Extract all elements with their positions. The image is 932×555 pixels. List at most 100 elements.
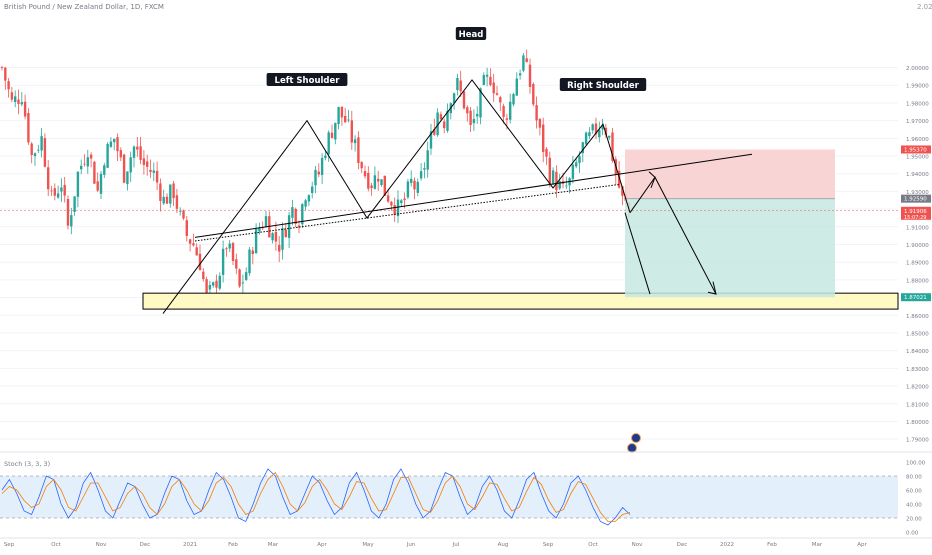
y-tick-label: 1.89000 — [906, 261, 929, 267]
candle-body — [139, 146, 142, 160]
x-tick-label: Dec — [140, 542, 151, 548]
projection-drop — [624, 212, 651, 295]
candle-body — [340, 106, 344, 118]
price-tag-label: 1.95370 — [904, 147, 927, 153]
candle-body — [7, 81, 10, 90]
candle-body — [324, 155, 327, 159]
candle-body — [594, 123, 598, 134]
pattern-drawings — [162, 79, 753, 314]
candle-body — [466, 107, 469, 114]
price-tag — [901, 194, 931, 203]
y-tick-label: 1.81000 — [906, 402, 929, 408]
symbol-title: British Pound / New Zealand Dollar, 1D, … — [4, 3, 164, 11]
candle-body — [63, 184, 66, 196]
price-tag-label: 1.91906 — [904, 209, 927, 215]
candle-body — [551, 170, 555, 184]
candle-body — [251, 250, 254, 255]
candles — [0, 49, 631, 300]
candle-body — [238, 269, 241, 287]
y-tick-label: 1.96000 — [906, 137, 929, 143]
candle-body — [162, 196, 165, 204]
price-tag — [901, 293, 931, 302]
candle-body — [142, 158, 146, 165]
candle-body — [416, 181, 419, 193]
candle-body — [423, 168, 426, 170]
y-tick-label: 1.95000 — [906, 155, 929, 161]
y-tick-label: 1.79000 — [906, 438, 929, 444]
candle-body — [179, 210, 182, 212]
stoch-tick-label: 0.00 — [906, 531, 919, 537]
x-tick-label: Sep — [543, 542, 554, 548]
candle-body — [73, 196, 76, 212]
x-tick-label: Apr — [857, 542, 867, 548]
candle-body — [212, 282, 215, 286]
candle-body — [30, 143, 33, 156]
y-tick-label: 1.82000 — [906, 385, 929, 391]
x-tick-label: Nov — [96, 542, 107, 548]
x-tick-label: Feb — [767, 542, 777, 548]
candle-body — [439, 114, 443, 120]
candle-body — [47, 167, 50, 190]
candle-body — [581, 142, 584, 154]
annotation-label: Head — [459, 30, 484, 40]
candle-body — [532, 83, 535, 105]
candle-body — [400, 200, 403, 204]
candle-body — [459, 80, 462, 92]
candle-body — [575, 162, 578, 167]
candle-body — [33, 153, 37, 157]
candle-body — [119, 150, 122, 158]
x-tick-label: Oct — [588, 542, 598, 548]
x-tick-label: Jun — [406, 542, 416, 548]
candle-body — [617, 170, 621, 188]
candle-body — [443, 121, 446, 129]
candle-body — [99, 173, 103, 194]
x-tick-label: 2021 — [183, 542, 197, 548]
x-tick-label: Mar — [268, 542, 279, 548]
candle-body — [10, 92, 14, 100]
candle-body — [264, 216, 268, 227]
candle-body — [452, 93, 456, 104]
candle-body — [357, 137, 360, 164]
logo-text: 2.0253 — [917, 3, 932, 11]
candle-body — [509, 101, 512, 120]
price-tag-time: 15:07:29 — [904, 215, 926, 221]
y-tick-label: 1.91000 — [906, 225, 929, 231]
candle-body — [538, 119, 542, 128]
candle-body — [528, 64, 532, 87]
y-tick-label: 1.80000 — [906, 420, 929, 426]
candle-body — [512, 94, 515, 105]
candle-body — [327, 132, 330, 155]
candle-body — [126, 171, 129, 185]
stoch-tick-label: 40.00 — [906, 503, 922, 509]
candle-body — [525, 58, 528, 62]
stoch-k-line — [1, 468, 631, 526]
candle-body — [274, 231, 278, 242]
x-tick-label: Aug — [498, 542, 509, 548]
candle-body — [492, 82, 495, 94]
candle-body — [611, 132, 614, 161]
stop-loss-zone — [625, 149, 835, 199]
y-tick-label: 2.00000 — [906, 66, 929, 72]
candle-body — [578, 156, 581, 163]
candle-body — [231, 243, 235, 261]
candle-body — [258, 227, 261, 232]
candle-body — [314, 169, 317, 186]
candle-body — [43, 138, 47, 167]
candle-body — [109, 141, 113, 147]
candle-body — [17, 99, 20, 104]
candle-body — [136, 146, 139, 150]
candle-body — [297, 225, 301, 228]
candle-body — [215, 280, 218, 288]
candle-body — [413, 180, 416, 190]
candle-body — [542, 124, 545, 152]
stoch-d-line — [1, 471, 631, 522]
candle-body — [591, 124, 594, 131]
candle-body — [604, 127, 608, 136]
candle-body — [271, 233, 274, 241]
candle-body — [93, 161, 96, 184]
candle-body — [588, 132, 591, 137]
price-tag-label: 1.87021 — [904, 295, 927, 301]
candle-body — [165, 196, 169, 204]
stoch-title: Stoch (3, 3, 3) — [4, 460, 50, 468]
